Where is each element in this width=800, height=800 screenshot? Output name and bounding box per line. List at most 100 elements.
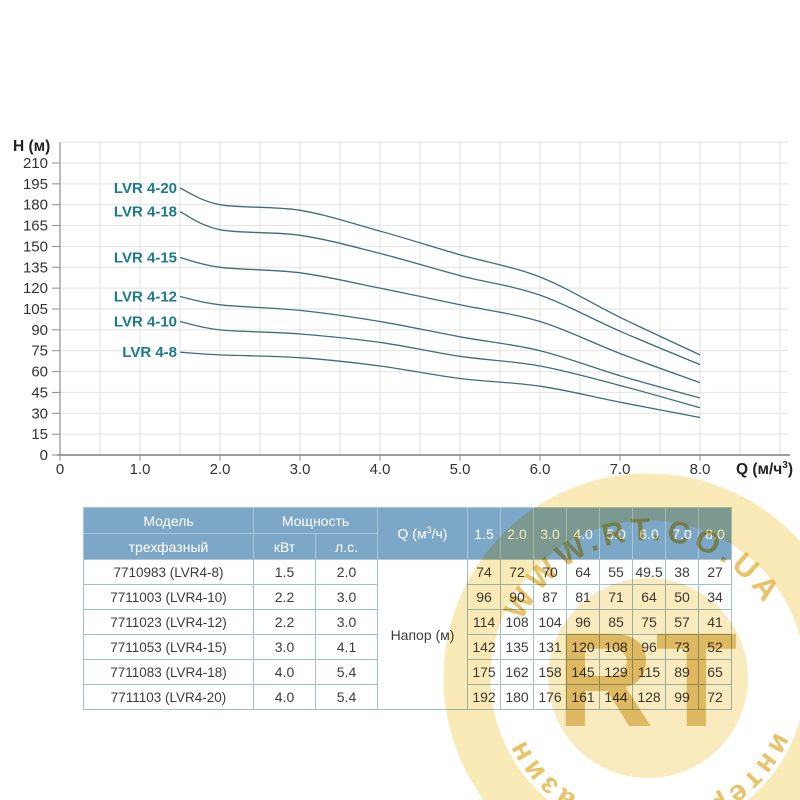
head-value-cell: 96 <box>566 609 601 635</box>
curve-label-LVR-4-8: LVR 4-8 <box>122 344 177 361</box>
x-tick-label: 4.0 <box>370 461 391 478</box>
head-value-cell: 104 <box>533 609 568 635</box>
kw-cell: 4.0 <box>253 659 316 685</box>
napor-cell: Напор (м) <box>377 559 469 710</box>
head-value-cell: 96 <box>467 584 502 610</box>
flow-col-header: 6.0 <box>632 507 667 560</box>
model-cell: 7711083 (LVR4-18) <box>83 659 254 685</box>
flow-col-header: 3.0 <box>533 507 568 560</box>
phase-subheader: трехфазный <box>83 533 254 560</box>
hp-cell: 4.1 <box>314 634 379 660</box>
head-value-cell: 64 <box>566 559 601 585</box>
head-value-cell: 128 <box>632 684 667 710</box>
superscript: 3 <box>426 525 432 536</box>
head-value-cell: 70 <box>533 559 568 585</box>
y-tick-label: 180 <box>23 197 48 214</box>
x-tick-label: 3.0 <box>290 461 311 478</box>
head-value-cell: 87 <box>533 584 568 610</box>
pump-curve-LVR-4-12 <box>179 295 701 399</box>
y-tick-label: 135 <box>23 259 48 276</box>
spec-table: Модель Мощность Q (м3/ч) 1.5 2.0 3.0 4.0… <box>83 507 733 710</box>
head-value-cell: 57 <box>665 609 700 635</box>
pump-curve-LVR-4-20 <box>179 187 701 356</box>
head-value-cell: 90 <box>500 584 535 610</box>
y-tick-label: 0 <box>40 447 48 464</box>
hp-cell: 3.0 <box>314 609 379 635</box>
table-row: 7710983 (LVR4-8) 1.5 2.0 Напор (м) 74 72 70 64 5… <box>83 559 733 710</box>
kw-cell: 2.2 <box>253 609 316 635</box>
model-cell: 7711053 (LVR4-15) <box>83 634 254 660</box>
curve-label-LVR-4-12: LVR 4-12 <box>114 288 177 305</box>
model-cell: 7711103 (LVR4-20) <box>83 684 254 710</box>
head-value-cell: 49.5 <box>632 559 667 585</box>
head-value-cell: 108 <box>599 634 634 660</box>
head-value-cell: 85 <box>599 609 634 635</box>
pump-performance-chart: 0 15 30 45 60 75 90 105 120 135 150 165 180 195 210 0 1.… <box>13 138 793 478</box>
y-tick-label: 15 <box>31 426 48 443</box>
flow-col-header: 1.5 <box>467 507 502 560</box>
y-tick-label: 75 <box>31 343 48 360</box>
head-value-cell: 72 <box>698 684 733 710</box>
kw-subheader: кВт <box>253 533 316 560</box>
y-tick-label: 105 <box>23 301 48 318</box>
head-value-cell: 50 <box>665 584 700 610</box>
q-axis-title: Q (м/ч3) <box>736 460 793 478</box>
head-value-cell: 81 <box>566 584 601 610</box>
pump-curve-LVR-4-18 <box>179 211 701 366</box>
head-value-cell: 64 <box>632 584 667 610</box>
curve-label-LVR-4-20: LVR 4-20 <box>114 180 177 197</box>
curve-label-LVR-4-10: LVR 4-10 <box>114 314 177 331</box>
head-value-cell: 161 <box>566 684 601 710</box>
kw-cell: 4.0 <box>253 684 316 710</box>
head-value-cell: 75 <box>632 609 667 635</box>
head-value-cell: 115 <box>632 659 667 685</box>
head-value-cell: 89 <box>665 659 700 685</box>
head-value-cell: 73 <box>665 634 700 660</box>
x-tick-label: 1.0 <box>130 461 151 478</box>
pump-curve-LVR-4-15 <box>179 256 701 384</box>
x-tick-label: 5.0 <box>450 461 471 478</box>
hp-cell: 5.4 <box>314 684 379 710</box>
hp-cell: 3.0 <box>314 584 379 610</box>
x-tick-label: 8.0 <box>690 461 711 478</box>
head-value-cell: 158 <box>533 659 568 685</box>
x-tick-label: 2.0 <box>210 461 231 478</box>
kw-cell: 2.2 <box>253 584 316 610</box>
head-value-cell: 114 <box>467 609 502 635</box>
y-tick-label: 60 <box>31 364 48 381</box>
flow-col-header: 5.0 <box>599 507 634 560</box>
head-value-cell: 131 <box>533 634 568 660</box>
head-value-cell: 96 <box>632 634 667 660</box>
head-value-cell: 74 <box>467 559 502 585</box>
head-value-cell: 55 <box>599 559 634 585</box>
flow-col-header: 7.0 <box>665 507 700 560</box>
y-tick-label: 90 <box>31 322 48 339</box>
x-tick-label: 0 <box>56 461 64 478</box>
pump-curve-LVR-4-10 <box>179 320 701 409</box>
head-value-cell: 145 <box>566 659 601 685</box>
hp-subheader: л.с. <box>314 533 379 560</box>
x-tick-label: 6.0 <box>530 461 551 478</box>
y-tick-label: 210 <box>23 155 48 172</box>
head-value-cell: 72 <box>500 559 535 585</box>
flow-header: Q (м3/ч) <box>377 507 469 560</box>
head-value-cell: 192 <box>467 684 502 710</box>
y-tick-label: 45 <box>31 384 48 401</box>
head-value-cell: 38 <box>665 559 700 585</box>
model-cell: 7711023 (LVR4-12) <box>83 609 254 635</box>
head-value-cell: 108 <box>500 609 535 635</box>
head-value-cell: 99 <box>665 684 700 710</box>
y-tick-label: 30 <box>31 405 48 422</box>
watermark-shop-arc-text: интернет магазин <box>501 729 798 800</box>
head-value-cell: 65 <box>698 659 733 685</box>
model-header: Модель <box>83 507 254 534</box>
flow-col-header: 2.0 <box>500 507 535 560</box>
head-value-cell: 27 <box>698 559 733 585</box>
head-value-cell: 175 <box>467 659 502 685</box>
head-value-cell: 129 <box>599 659 634 685</box>
kw-cell: 3.0 <box>253 634 316 660</box>
curve-label-LVR-4-18: LVR 4-18 <box>114 204 177 221</box>
head-value-cell: 135 <box>500 634 535 660</box>
pump-curve-LVR-4-8 <box>179 351 701 419</box>
